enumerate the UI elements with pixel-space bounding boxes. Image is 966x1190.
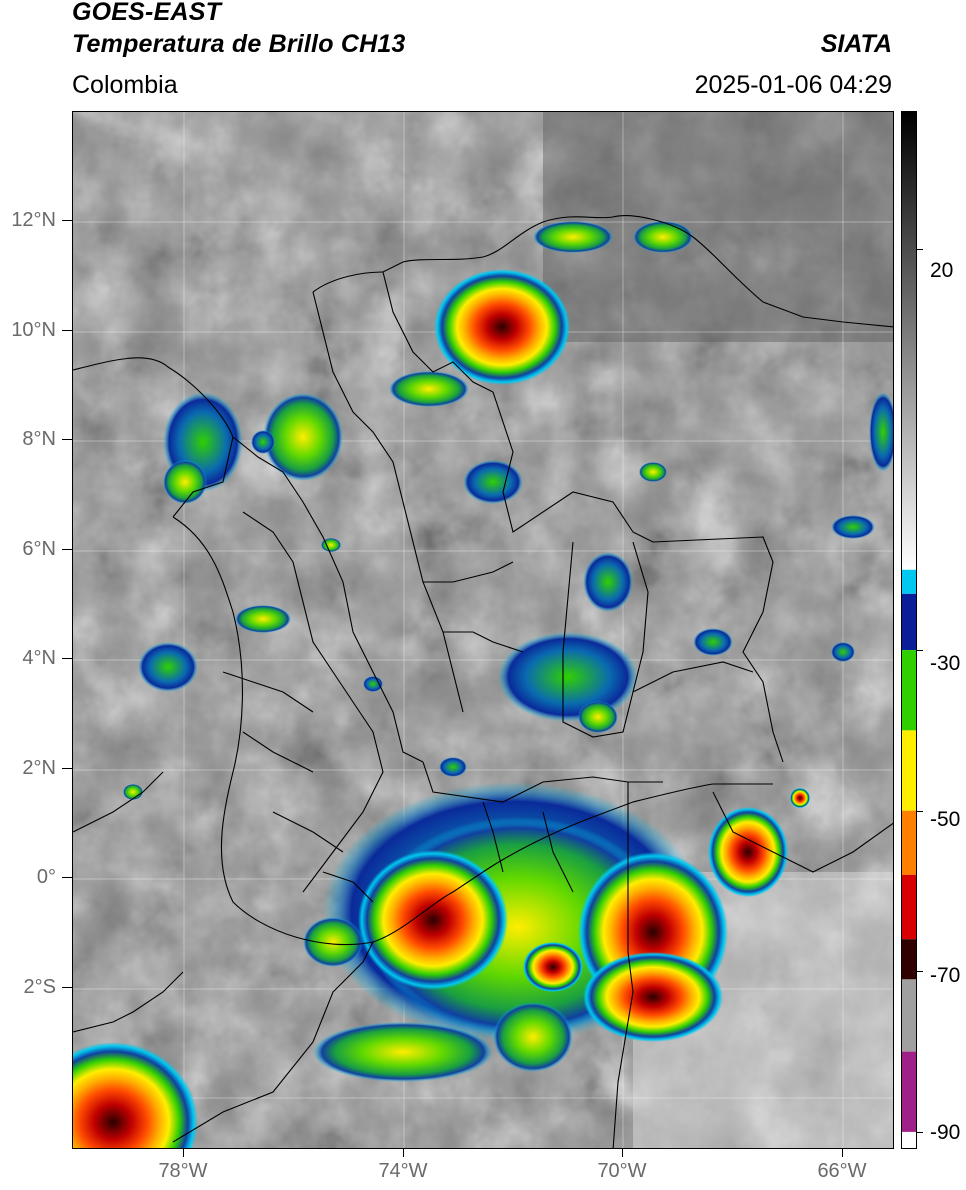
title-product: Temperatura de Brillo CH13 (72, 30, 406, 58)
colorbar-tick (917, 971, 923, 973)
lat-label: 10°N (11, 319, 56, 341)
colorbar-segment (902, 1131, 916, 1148)
colorbar-segment (902, 569, 916, 594)
colorbar-scale (902, 112, 916, 1148)
lon-label: 74°W (378, 1160, 428, 1182)
lat-label: 6°N (22, 538, 56, 560)
lon-tick (842, 1149, 843, 1157)
lon-label: 66°W (817, 1160, 867, 1182)
lat-label: 2°N (22, 757, 56, 779)
colorbar-segment (902, 112, 916, 570)
lat-tick (62, 549, 72, 550)
colorbar-tick-label: -50 (930, 808, 961, 831)
convective-systems (73, 221, 893, 1148)
lat-label: 2°S (23, 976, 56, 998)
lat-label: 12°N (11, 209, 56, 231)
colorbar-tick (917, 1131, 923, 1133)
colorbar-segment (902, 650, 916, 731)
country-borders (73, 215, 893, 1148)
colorbar-tick (917, 810, 923, 812)
lon-tick (622, 1149, 623, 1157)
lon-tick (183, 1149, 184, 1157)
lat-tick (62, 877, 72, 878)
lat-tick (62, 330, 72, 331)
region-label: Colombia (72, 71, 178, 99)
lat-tick (62, 987, 72, 988)
lat-label: 4°N (22, 647, 56, 669)
colorbar (901, 111, 917, 1149)
lat-tick (62, 658, 72, 659)
colorbar-segment (902, 1051, 916, 1132)
satellite-map[interactable] (72, 111, 894, 1149)
colorbar-tick-label: 20 (930, 259, 954, 282)
datetime-label: 2025-01-06 04:29 (694, 71, 892, 99)
lat-tick (62, 768, 72, 769)
colorbar-tick (917, 248, 923, 250)
lat-label: 8°N (22, 428, 56, 450)
colorbar-tick-label: -90 (930, 1121, 961, 1144)
colorbar-tick (917, 650, 923, 652)
colorbar-tick-label: -70 (930, 964, 961, 987)
brand-label: SIATA (820, 30, 892, 58)
map-canvas (73, 112, 893, 1148)
colorbar-segment (902, 730, 916, 811)
lon-label: 70°W (597, 1160, 647, 1182)
colorbar-segment (902, 874, 916, 940)
lat-tick (62, 439, 72, 440)
lon-tick (403, 1149, 404, 1157)
colorbar-tick-label: -30 (930, 652, 961, 675)
colorbar-segment (902, 939, 916, 980)
lon-label: 78°W (158, 1160, 208, 1182)
lat-label: 0° (36, 866, 56, 888)
lat-tick (62, 220, 72, 221)
title-satellite: GOES-EAST (72, 0, 222, 26)
colorbar-segment (902, 979, 916, 1052)
colorbar-segment (902, 593, 916, 651)
colorbar-segment (902, 810, 916, 875)
